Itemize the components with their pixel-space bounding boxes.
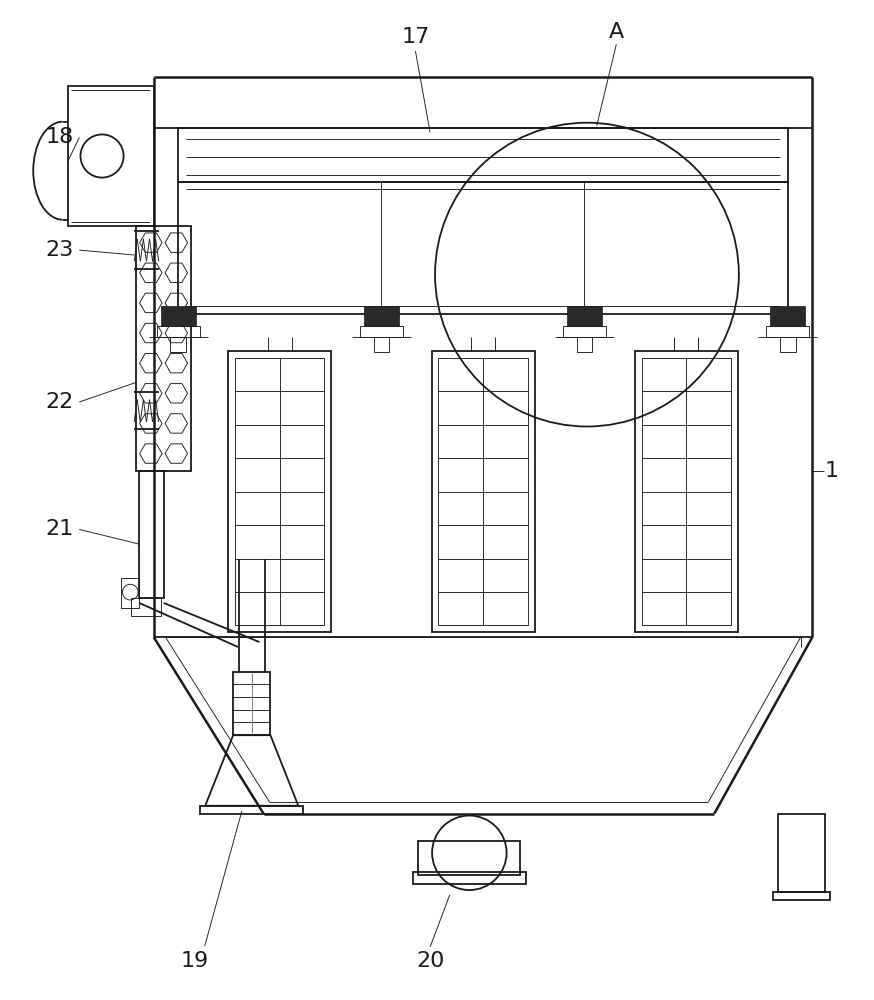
- Text: 20: 20: [416, 951, 444, 971]
- Bar: [773, 892, 830, 900]
- Text: 21: 21: [45, 519, 73, 539]
- Bar: [373, 337, 389, 352]
- Bar: [778, 814, 825, 892]
- Bar: [563, 326, 607, 337]
- Text: 1: 1: [825, 461, 839, 481]
- Bar: [770, 306, 806, 326]
- Bar: [360, 326, 403, 337]
- Bar: [766, 326, 809, 337]
- Bar: [635, 351, 738, 632]
- Bar: [121, 578, 139, 608]
- Bar: [235, 358, 324, 625]
- Bar: [567, 306, 602, 326]
- Bar: [432, 351, 535, 632]
- Text: A: A: [608, 22, 624, 42]
- Text: 23: 23: [45, 240, 73, 260]
- Bar: [413, 872, 526, 884]
- Text: 22: 22: [45, 392, 73, 412]
- Bar: [780, 337, 795, 352]
- Bar: [439, 358, 528, 625]
- Bar: [136, 226, 191, 471]
- Bar: [577, 337, 593, 352]
- Bar: [139, 471, 163, 598]
- Bar: [178, 128, 787, 182]
- Bar: [178, 182, 787, 314]
- Text: 17: 17: [401, 27, 429, 47]
- Bar: [67, 86, 154, 226]
- Bar: [364, 306, 399, 326]
- Bar: [170, 337, 186, 352]
- Bar: [156, 326, 200, 337]
- Bar: [200, 806, 303, 814]
- Bar: [419, 841, 520, 875]
- Bar: [228, 351, 331, 632]
- Text: 18: 18: [45, 127, 73, 147]
- Bar: [131, 598, 161, 616]
- Text: 19: 19: [181, 951, 209, 971]
- Bar: [233, 672, 270, 735]
- Bar: [642, 358, 731, 625]
- Bar: [161, 306, 196, 326]
